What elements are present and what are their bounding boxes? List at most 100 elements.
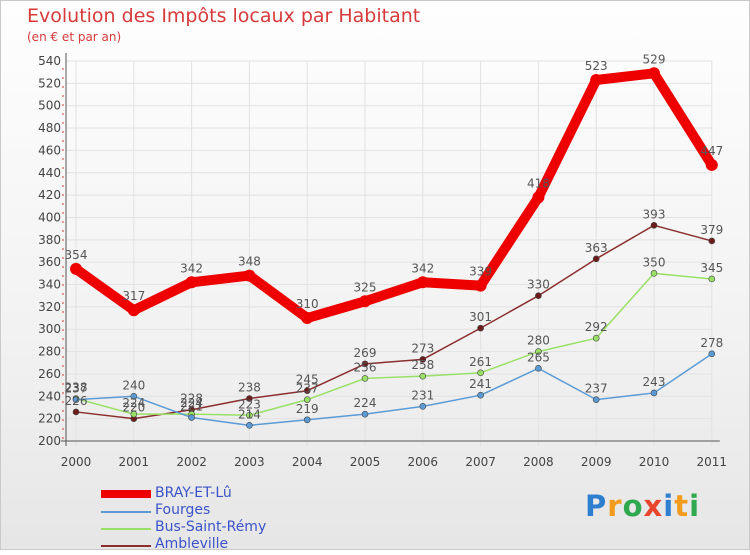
- x-tick-2005: 2005: [350, 455, 381, 469]
- point-bus-saint-remy-2001: [130, 410, 138, 418]
- data-label-ambleville-2006: 273: [411, 341, 434, 355]
- data-label-fourges-2000: 237: [65, 382, 88, 396]
- data-label-ambleville-2005: 269: [354, 346, 377, 360]
- data-label-ambleville-2001: 220: [122, 401, 145, 415]
- data-label-bus-saint-remy-2001: 224: [122, 396, 145, 410]
- point-ambleville-2011: [708, 237, 716, 245]
- point-fourges-2010: [650, 389, 658, 397]
- logo-letter: o: [622, 489, 644, 523]
- data-label-bray-2004: 310: [296, 297, 319, 311]
- point-fourges-2002: [188, 414, 195, 421]
- y-tick-520: 520: [38, 76, 61, 90]
- legend-label-bray: BRAY-ET-Lû: [155, 485, 232, 501]
- logo-letter: r: [607, 489, 623, 523]
- data-label-fourges-2005: 224: [354, 396, 377, 410]
- point-bray-2011: [705, 158, 718, 171]
- y-tick-320: 320: [38, 300, 61, 314]
- data-label-fourges-2002: 221: [180, 400, 203, 414]
- data-label-ambleville-2007: 301: [469, 310, 492, 324]
- point-bus-saint-remy-2009: [592, 334, 600, 342]
- data-label-ambleville-2009: 363: [585, 241, 608, 255]
- legend-swatch-bray: [101, 490, 151, 498]
- point-fourges-2003: [246, 422, 253, 429]
- legend-label-fourges: Fourges: [155, 502, 211, 518]
- data-label-bus-saint-remy-2009: 292: [585, 320, 608, 334]
- x-tick-2010: 2010: [639, 455, 670, 469]
- data-label-bus-saint-remy-2008: 280: [527, 334, 550, 348]
- data-label-fourges-2010: 243: [643, 375, 666, 389]
- y-tick-360: 360: [38, 255, 61, 269]
- data-label-bus-saint-remy-2003: 223: [238, 397, 261, 411]
- legend-label-bus-saint-remy: Bus-Saint-Rémy: [155, 519, 267, 535]
- point-bus-saint-remy-2004: [303, 396, 311, 403]
- point-fourges-2006: [419, 403, 427, 410]
- point-fourges-2008: [535, 365, 542, 372]
- data-label-ambleville-2010: 393: [643, 207, 666, 221]
- chart-subtitle: (en € et par an): [27, 30, 122, 44]
- y-tick-500: 500: [38, 99, 61, 113]
- data-label-fourges-2006: 231: [411, 388, 434, 402]
- point-bray-2004: [301, 312, 314, 325]
- data-label-bray-2000: 354: [65, 248, 88, 262]
- proxiti-logo: Proxiti: [585, 489, 700, 523]
- data-label-bray-2002: 342: [180, 261, 203, 275]
- axes: 200 220 240 260 280 300 320 340 360 380 400 420 440 4…: [38, 53, 727, 469]
- data-label-bray-2010: 529: [643, 52, 666, 66]
- data-label-bus-saint-remy-2010: 350: [643, 255, 666, 269]
- point-bray-2002: [185, 276, 198, 289]
- data-label-ambleville-2002: 228: [180, 392, 203, 406]
- x-tick-2011: 2011: [697, 455, 728, 469]
- data-label-ambleville-2008: 330: [527, 278, 550, 292]
- y-tick-240: 240: [38, 389, 61, 403]
- point-ambleville-2007: [477, 324, 484, 332]
- y-tick-440: 440: [38, 166, 61, 180]
- y-tick-260: 260: [38, 367, 61, 381]
- point-fourges-2011: [708, 350, 716, 358]
- logo-letter: x: [643, 489, 664, 523]
- data-label-bus-saint-remy-2004: 237: [296, 382, 319, 396]
- point-ambleville-2004: [303, 387, 311, 395]
- data-label-fourges-2009: 237: [585, 382, 608, 396]
- y-tick-480: 480: [38, 121, 61, 135]
- x-tick-2009: 2009: [581, 455, 612, 469]
- point-bray-2007: [474, 279, 487, 292]
- point-bray-2006: [416, 276, 429, 289]
- data-label-fourges-2011: 278: [700, 336, 723, 350]
- point-bray-2000: [70, 262, 82, 275]
- legend-item-bus-saint-remy: Bus-Saint-Rémy: [101, 519, 361, 538]
- point-bray-2005: [359, 295, 371, 308]
- point-bray-2008: [532, 191, 545, 204]
- data-label-bus-saint-remy-2000: 238: [65, 381, 88, 395]
- logo-letter: i: [663, 489, 675, 523]
- x-tick-2007: 2007: [465, 455, 496, 469]
- y-tick-460: 460: [38, 143, 61, 157]
- x-tick-2006: 2006: [408, 455, 439, 469]
- data-label-bus-saint-remy-2011: 345: [700, 261, 723, 275]
- point-bus-saint-remy-2005: [361, 375, 369, 382]
- series-line-fourges: [75, 353, 713, 427]
- point-bray-2009: [590, 74, 603, 86]
- data-label-bray-2008: 418: [527, 176, 550, 190]
- data-label-fourges-2008: 265: [527, 350, 550, 364]
- legend-item-bray: BRAY-ET-Lû: [101, 485, 361, 504]
- point-bray-2001: [127, 304, 140, 317]
- data-label-bray-2007: 339: [469, 265, 492, 279]
- point-fourges-2004: [303, 416, 311, 424]
- data-label-bus-saint-remy-2005: 256: [354, 360, 377, 374]
- point-bus-saint-remy-2003: [246, 411, 253, 419]
- data-label-bray-2003: 348: [238, 255, 261, 269]
- logo-letter: t: [674, 489, 690, 523]
- x-tick-2003: 2003: [234, 455, 265, 469]
- x-tick-2004: 2004: [292, 455, 323, 469]
- point-fourges-2005: [361, 410, 369, 418]
- y-tick-220: 220: [38, 412, 61, 426]
- data-label-bus-saint-remy-2002: 224: [180, 396, 203, 410]
- series-layer: [70, 67, 718, 429]
- point-fourges-2001: [130, 392, 138, 400]
- data-label-fourges-2003: 214: [238, 407, 261, 421]
- data-label-bray-2009: 523: [585, 59, 608, 73]
- point-ambleville-2000: [72, 408, 80, 416]
- data-label-fourges-2007: 241: [469, 377, 492, 391]
